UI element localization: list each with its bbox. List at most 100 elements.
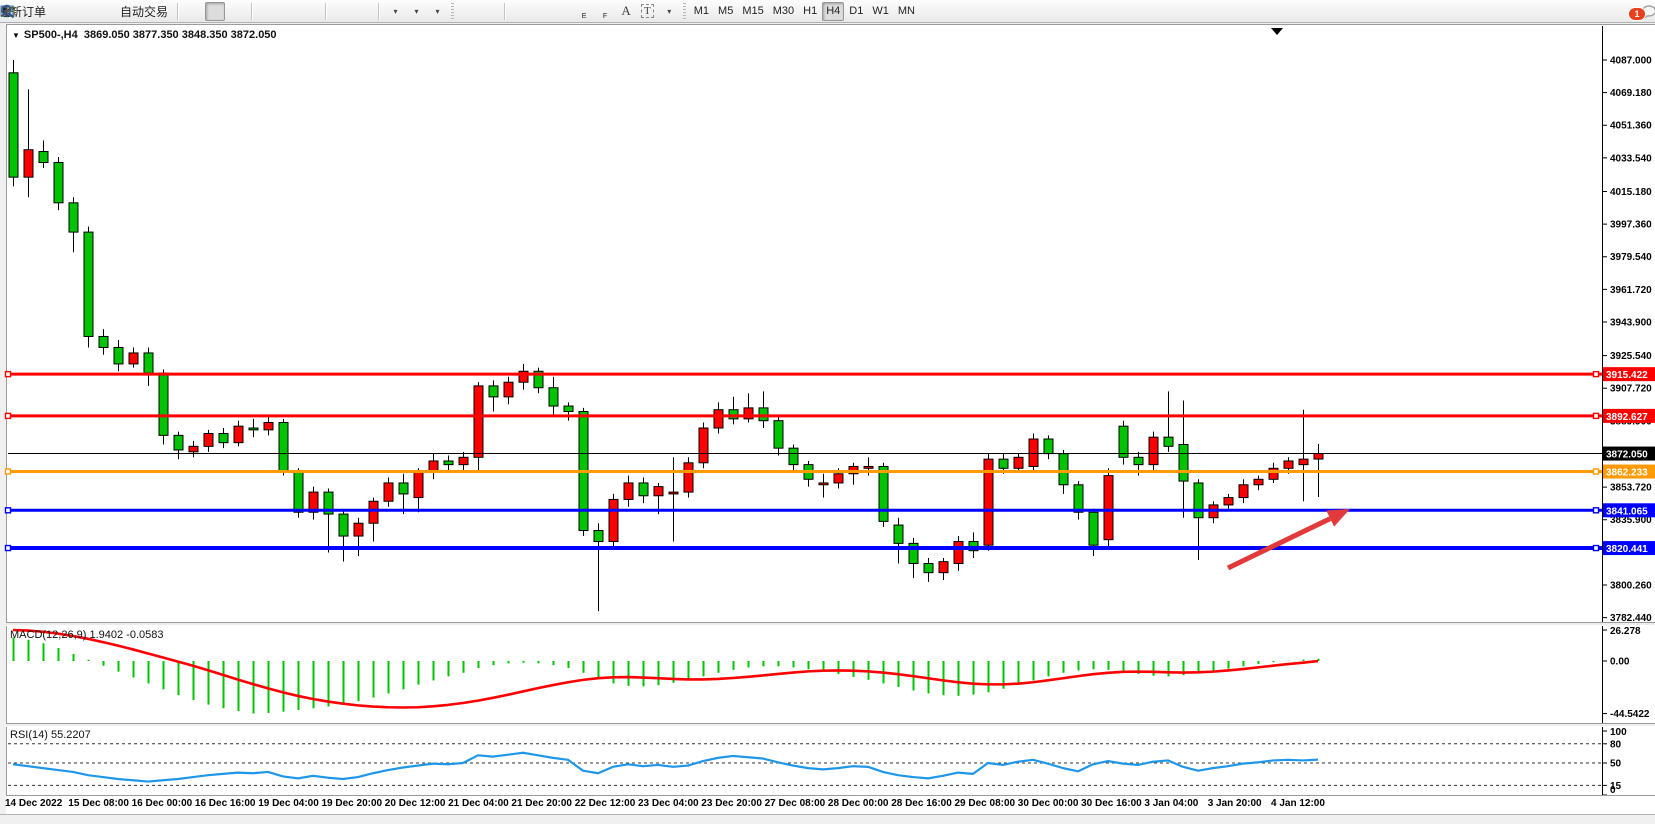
candlestick-chart-button[interactable]	[1, 1, 226, 21]
candle-body	[383, 482, 394, 502]
candle-body	[98, 335, 109, 348]
tf-button-MN[interactable]: MN	[897, 5, 915, 17]
trendline-button[interactable]	[0, 2, 573, 21]
zoom-in-button[interactable]	[1, 2, 278, 21]
candle-body	[218, 433, 229, 444]
toolbar-separator	[504, 2, 507, 20]
line-handle[interactable]	[1592, 468, 1600, 475]
tf-button-W1[interactable]: W1	[872, 5, 889, 17]
line-handle[interactable]	[4, 468, 12, 475]
macd-panel-canvas[interactable]: 26.278 0.00 -44.5422	[0, 626, 1655, 723]
candle-body	[623, 482, 634, 500]
panel-separator[interactable]	[6, 723, 1655, 727]
time-axis-label: 30 Dec 16:00	[1081, 798, 1142, 809]
tf-button-H1[interactable]: H1	[803, 5, 818, 17]
tf-button-D1[interactable]: D1	[849, 5, 864, 17]
market-watch-icon[interactable]	[0, 2, 94, 21]
bar-chart-button[interactable]	[1, 2, 204, 21]
zoom-out-button[interactable]	[1, 2, 299, 21]
chart-shift-button[interactable]	[1, 2, 373, 21]
line-handle[interactable]	[4, 544, 12, 552]
candle-body	[353, 522, 364, 537]
line-handle[interactable]	[4, 370, 12, 378]
chat-button[interactable]: 1	[1628, 2, 1655, 21]
time-axis[interactable]: 14 Dec 2022 15 Dec 08:00 16 Dec 00:00 16 De…	[5, 796, 1655, 814]
chart-window[interactable]	[6, 24, 1655, 814]
candle-body	[473, 385, 484, 458]
toolbar-separator	[378, 2, 381, 20]
text-button[interactable]: A	[621, 3, 631, 18]
periods-button[interactable]: ▾	[0, 2, 426, 21]
candle-body	[1088, 511, 1099, 546]
line-handle[interactable]	[1592, 544, 1600, 552]
main-chart-canvas[interactable]: 4087.000 4069.180 4051.360 4033.540 4015.180…	[0, 26, 1655, 622]
cursor-button[interactable]	[3, 2, 478, 21]
line-handle[interactable]	[1592, 507, 1600, 514]
tf-button-H4[interactable]: H4	[822, 1, 845, 21]
time-axis-separator	[6, 795, 1655, 796]
arrows-dropdown-arrow[interactable]: ▾	[667, 6, 672, 16]
tf-button-M30[interactable]: M30	[772, 5, 795, 17]
macd-axis-label: 0.00	[1610, 657, 1630, 668]
price-axis-label: 3979.540	[1610, 252, 1652, 263]
gold-box-icon[interactable]	[0, 2, 73, 21]
toolbar: 新订单 自动交易	[0, 0, 1655, 23]
toolbar-grip[interactable]	[451, 3, 455, 19]
fibonacci-button[interactable]: F	[1, 2, 615, 21]
chart-context-arrow-icon[interactable]: ▼	[12, 31, 20, 40]
rsi-axis-label: 15	[1610, 781, 1622, 792]
templates-button[interactable]: ▾	[0, 2, 447, 21]
templates-dropdown-arrow[interactable]: ▾	[435, 6, 440, 16]
price-tag-label: 3841.065	[1606, 506, 1648, 517]
time-axis-label: 19 Dec 20:00	[321, 798, 383, 809]
line-handle[interactable]	[1592, 370, 1600, 378]
candle-body	[1268, 467, 1279, 480]
tf-button-M1[interactable]: M1	[693, 5, 710, 17]
search-button[interactable]	[1, 2, 1630, 21]
chart-shift-marker[interactable]	[1271, 28, 1283, 35]
tf-button-M15[interactable]: M15	[742, 5, 764, 17]
toolbar-grip[interactable]	[682, 3, 686, 19]
tf-button-M5[interactable]: M5	[718, 5, 734, 17]
indicators-button[interactable]: ▾	[0, 2, 405, 21]
line-chart-button[interactable]	[0, 2, 246, 21]
line-handle[interactable]	[4, 412, 12, 420]
candle-body	[188, 445, 199, 453]
label-button[interactable]: T	[637, 2, 658, 21]
chart-title-overlay: ▼ SP500-,H4 3869.050 3877.350 3848.350 38…	[12, 29, 277, 41]
arrows-tool-button[interactable]: ▾	[1, 2, 679, 21]
price-tag-label: 3915.422	[1606, 370, 1648, 381]
equidistant-channel-button[interactable]: E	[0, 2, 594, 21]
candle-body	[743, 407, 754, 420]
tile-windows-button[interactable]	[1, 2, 320, 21]
search-icon	[1, 4, 15, 18]
signals-icon[interactable]	[0, 2, 115, 21]
candle-body	[653, 486, 664, 497]
annotation-arrow-head[interactable]	[1326, 509, 1350, 527]
auto-trading-button[interactable]: 自动交易	[0, 2, 172, 21]
panel-separator[interactable]	[6, 622, 1655, 626]
crosshair-button[interactable]	[1, 2, 499, 21]
candle-body	[608, 498, 619, 543]
time-axis-label: 3 Jan 04:00	[1144, 798, 1199, 809]
rsi-indicator-label: RSI(14) 55.2207	[10, 729, 91, 741]
candle-body	[878, 465, 889, 522]
candle-body	[323, 491, 334, 515]
candle-body	[1073, 484, 1084, 513]
line-handle[interactable]	[4, 507, 12, 514]
candle-body	[1193, 482, 1204, 519]
vertical-line-button[interactable]	[5, 2, 531, 21]
candle-body	[818, 482, 829, 486]
indicators-dropdown-arrow[interactable]: ▾	[393, 6, 398, 16]
candle-body	[1313, 453, 1324, 460]
horizontal-line-button[interactable]	[1, 2, 552, 21]
new-order-button[interactable]: 新订单	[10, 4, 47, 19]
candle-body	[563, 405, 574, 413]
periods-dropdown-arrow[interactable]: ▾	[414, 6, 419, 16]
auto-scroll-button[interactable]	[2, 2, 352, 21]
annotation-arrow-shaft[interactable]	[1226, 516, 1332, 571]
time-axis-label: 21 Dec 04:00	[448, 798, 509, 809]
price-tag-label: 3872.050	[1606, 450, 1648, 461]
line-handle[interactable]	[1592, 412, 1600, 420]
